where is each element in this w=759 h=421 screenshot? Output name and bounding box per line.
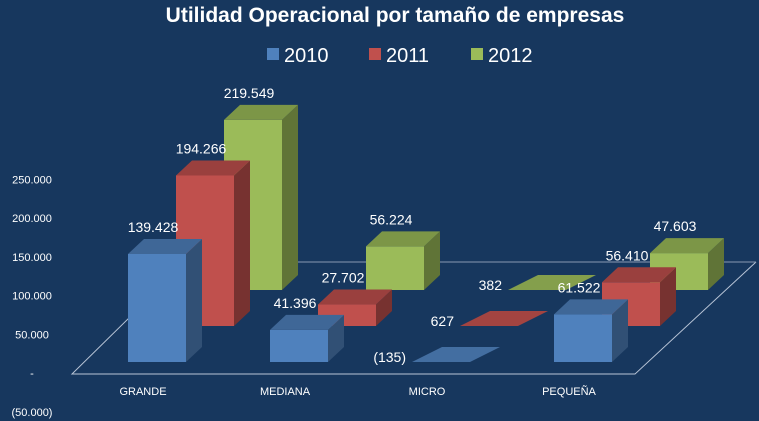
- data-label-grande-2010: 139.428: [128, 219, 179, 235]
- bar-top-face: [128, 238, 202, 254]
- bar-top-face: [366, 231, 440, 247]
- data-label-mediana-2010: 41.396: [274, 295, 317, 311]
- data-label-mediana-2011: 27.702: [322, 270, 365, 286]
- data-label-pequeña-2012: 47.603: [654, 218, 697, 234]
- bar-top-face: [270, 314, 344, 330]
- x-category-label: MEDIANA: [260, 386, 311, 398]
- bar-pequeña-2010: [554, 299, 628, 362]
- data-labels: 219.549 56.224 382 47.603 194.266 27.702 627 56…: [128, 85, 697, 365]
- bar-front-face: [366, 246, 424, 290]
- x-category-label: PEQUEÑA: [542, 385, 596, 398]
- y-tick-label: (50.000): [12, 407, 53, 419]
- x-category-label: MICRO: [409, 386, 446, 398]
- y-tick-label: 50.000: [15, 329, 49, 341]
- bar-slab: [508, 275, 596, 290]
- bar-slab: [460, 311, 548, 326]
- y-tick-label: 250.000: [12, 174, 52, 186]
- bar-grande-2010: [128, 238, 202, 362]
- bar-side-face: [612, 299, 628, 362]
- y-tick-label: 200.000: [12, 213, 52, 225]
- bar-side-face: [186, 238, 202, 362]
- bar-mediana-2012: [366, 231, 440, 290]
- data-label-grande-2012: 219.549: [224, 85, 275, 101]
- data-label-grande-2011: 194.266: [176, 140, 227, 156]
- data-label-mediana-2012: 56.224: [370, 211, 413, 227]
- bar-pequeña-2011: [602, 267, 676, 326]
- bar-front-face: [270, 329, 328, 362]
- data-label-micro-2010: (135): [373, 349, 406, 365]
- bar-micro-2011: [460, 311, 548, 326]
- bar-micro-2010: [412, 347, 500, 362]
- bar-front-face: [128, 253, 186, 362]
- y-tick-label: -: [30, 368, 34, 380]
- bar-front-face: [554, 314, 612, 362]
- bar-top-face: [318, 289, 392, 305]
- bar-side-face: [282, 104, 298, 291]
- chart-title: Utilidad Operacional por tamaño de empre…: [166, 4, 625, 27]
- legend-swatch-2011: [369, 48, 381, 60]
- bar-top-face: [650, 238, 724, 254]
- y-tick-label: 150.000: [12, 252, 52, 264]
- legend-swatch-2010: [267, 48, 279, 60]
- x-category-label: GRANDE: [119, 386, 166, 398]
- bar-side-face: [376, 289, 392, 326]
- bar-micro-2012: [508, 275, 596, 290]
- bar-side-face: [660, 267, 676, 326]
- legend-label-2012: 2012: [488, 45, 533, 67]
- bar-slab: [412, 347, 500, 362]
- bar-top-face: [224, 104, 298, 120]
- bar-side-face: [424, 231, 440, 290]
- legend-label-2011: 2011: [386, 45, 429, 67]
- bar-side-face: [708, 238, 724, 290]
- bar-top-face: [176, 160, 250, 176]
- y-tick-label: 100.000: [12, 291, 52, 303]
- bar-side-face: [328, 314, 344, 362]
- bar-mediana-2010: [270, 314, 344, 362]
- bars: [128, 104, 724, 362]
- bar-top-face: [554, 299, 628, 315]
- data-label-micro-2011: 627: [431, 313, 455, 329]
- bar-top-face: [602, 267, 676, 283]
- data-label-micro-2012: 382: [479, 277, 503, 293]
- legend-swatch-2012: [471, 48, 483, 60]
- data-label-pequeña-2011: 56.410: [606, 247, 649, 263]
- data-label-pequeña-2010: 61.522: [558, 279, 601, 295]
- x-axis: GRANDE MEDIANA MICRO PEQUEÑA: [119, 385, 596, 398]
- y-axis: 250.000 200.000 150.000 100.000 50.000 - (50.0…: [12, 174, 53, 419]
- legend-label-2010: 2010: [284, 45, 329, 67]
- legend: 2010 2011 2012: [267, 45, 533, 67]
- bar-side-face: [234, 160, 250, 326]
